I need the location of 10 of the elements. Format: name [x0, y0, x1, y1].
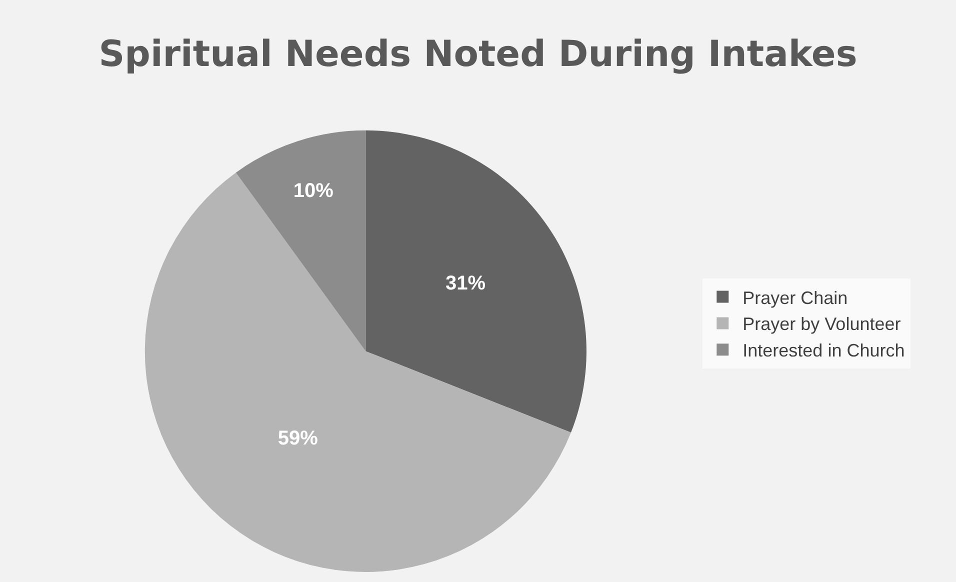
data-label: 31% — [446, 272, 486, 294]
pie-slice — [145, 172, 571, 572]
legend-label: Interested in Church — [742, 340, 905, 361]
chart-title: Spiritual Needs Noted During Intakes — [98, 34, 858, 75]
legend-label: Prayer Chain — [742, 288, 848, 308]
data-label: 59% — [278, 427, 318, 450]
data-label: 10% — [293, 180, 334, 202]
pie-slice — [366, 130, 586, 432]
pie-slice — [236, 130, 366, 352]
legend-label: Prayer by Volunteer — [742, 314, 901, 334]
